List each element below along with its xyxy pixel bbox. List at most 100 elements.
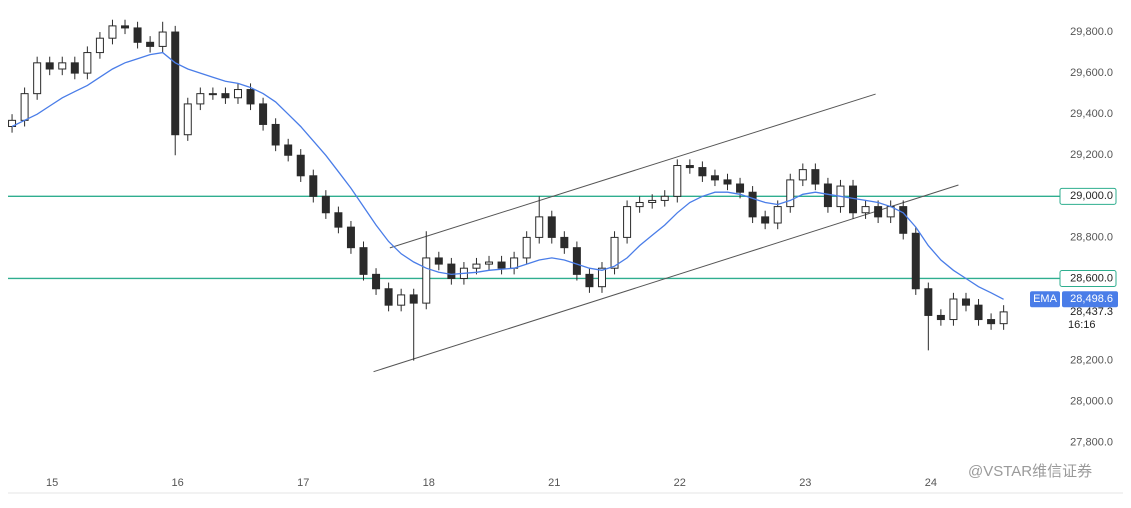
candle-body [949, 298, 958, 321]
candle-body [786, 179, 795, 208]
candle-body [710, 175, 719, 181]
candle-body [723, 179, 732, 185]
candle-body [196, 93, 205, 105]
y-tick-label: 27,800.0 [1070, 437, 1113, 449]
candle-body [171, 31, 180, 136]
candle-body [961, 298, 970, 306]
candle-body [999, 311, 1008, 325]
candle-body [761, 216, 770, 224]
y-tick-label: 29,200.0 [1070, 149, 1113, 161]
candle-body [685, 165, 694, 169]
candle-body [874, 206, 883, 218]
watermark: @VSTAR维信证券 [968, 463, 1092, 480]
candle-body [510, 257, 519, 269]
candle-body [660, 195, 669, 201]
x-tick-label: 21 [548, 477, 560, 489]
candle-body [485, 261, 494, 265]
candle-body [359, 247, 368, 275]
candle-body [384, 288, 393, 306]
x-tick-label: 18 [423, 477, 435, 489]
y-tick-label: 28,800.0 [1070, 231, 1113, 243]
candle-body [648, 199, 657, 203]
ema-value-box [1062, 291, 1118, 308]
candle-body [748, 191, 757, 218]
level-label-box [1059, 269, 1117, 287]
y-tick-label: 29,800.0 [1070, 26, 1113, 38]
candle-body [936, 314, 945, 321]
candle-body [334, 212, 343, 228]
x-tick-label: 15 [46, 477, 58, 489]
candle-body [987, 319, 996, 325]
ema-line [11, 51, 1004, 300]
candle-body [259, 103, 268, 125]
candle-body [321, 195, 330, 214]
candle-body [246, 89, 255, 105]
x-tick-label: 22 [674, 477, 686, 489]
candle-body [422, 257, 431, 304]
candle-body [535, 216, 544, 238]
candle-body [861, 206, 870, 214]
trendline [373, 184, 959, 373]
candle-body [146, 41, 155, 47]
x-tick-label: 17 [297, 477, 309, 489]
ema-name-box [1030, 291, 1060, 308]
candle-body [70, 62, 79, 74]
candle-body [698, 167, 707, 177]
level-label: 29,000.0 [1070, 190, 1113, 202]
candle-body [372, 273, 381, 290]
candle-body [208, 93, 217, 96]
candle-body [45, 62, 54, 70]
candle-body [83, 52, 92, 74]
candle-body [736, 183, 745, 193]
candle-body [33, 62, 42, 95]
candle-body [271, 123, 280, 146]
candle-body [899, 206, 908, 234]
candle-body [447, 263, 456, 279]
candle-body [798, 169, 807, 181]
candle-body [811, 169, 820, 185]
candle-body [434, 257, 443, 265]
candle-body [397, 294, 406, 306]
candle-body [20, 93, 29, 121]
candle-body [911, 232, 920, 290]
y-tick-label: 29,600.0 [1070, 67, 1113, 79]
countdown: 16:16 [1068, 319, 1096, 331]
candle-body [522, 236, 531, 259]
candle-body [497, 261, 506, 269]
candle-body [610, 236, 619, 269]
candle-body [635, 201, 644, 208]
candle-body [572, 247, 581, 275]
candle-body [924, 288, 933, 316]
ema-value-label: 28,498.6 [1070, 293, 1113, 305]
candle-body [409, 294, 418, 304]
candle-body [95, 37, 104, 54]
candle-body [773, 206, 782, 224]
candle-body [296, 154, 305, 177]
candle-body [183, 103, 192, 136]
candle-body [309, 175, 318, 197]
candle-body [597, 267, 606, 288]
candle-body [221, 93, 230, 99]
candle-body [623, 206, 632, 238]
ema-name: EMA [1033, 293, 1058, 305]
candle-body [58, 62, 67, 70]
candle-body [233, 89, 242, 99]
candle-body [472, 263, 481, 269]
x-tick-label: 23 [799, 477, 811, 489]
candle-body [284, 144, 293, 156]
candle-body [547, 216, 556, 238]
candle-body [133, 27, 142, 43]
candle-body [346, 226, 355, 249]
y-tick-label: 29,400.0 [1070, 108, 1113, 120]
candle-body [560, 236, 569, 249]
candle-body [585, 273, 594, 288]
x-tick-label: 16 [171, 477, 183, 489]
candle-body [974, 304, 983, 321]
candle-body [108, 25, 117, 39]
x-tick-label: 24 [925, 477, 937, 489]
y-tick-label: 28,000.0 [1070, 396, 1113, 408]
y-tick-label: 28,200.0 [1070, 355, 1113, 367]
